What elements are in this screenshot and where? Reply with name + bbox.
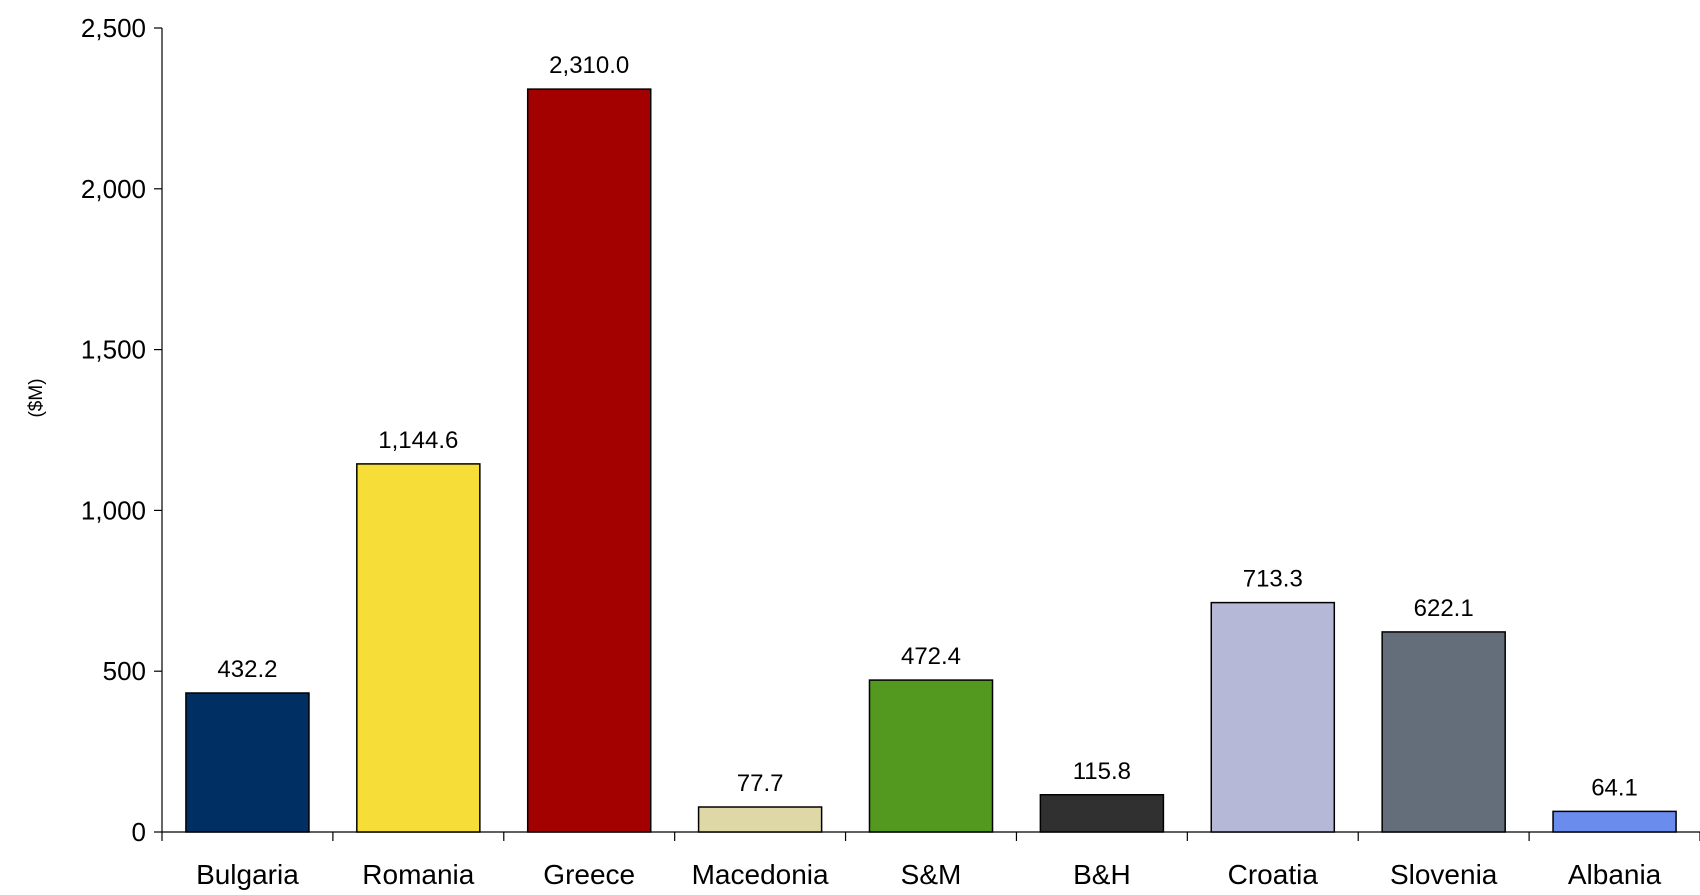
bar <box>1552 810 1677 833</box>
data-label: 472.4 <box>901 643 961 670</box>
data-label: 432.2 <box>217 656 277 683</box>
labels: 432.2 Bulgaria 1,144.6 Romania 2,310.0 Greece… <box>196 52 1662 890</box>
category-label: Macedonia <box>692 859 829 890</box>
y-tick-label: 2,500 <box>81 13 146 43</box>
bar <box>1381 631 1506 833</box>
data-label: 1,144.6 <box>378 427 458 454</box>
bar <box>356 463 481 833</box>
bar <box>868 679 994 833</box>
data-label: 713.3 <box>1243 566 1303 593</box>
data-label: 77.7 <box>737 770 784 797</box>
bar <box>185 692 310 833</box>
y-tick-label: 1,500 <box>81 335 146 365</box>
y-axis-title: ($M) <box>26 378 47 417</box>
y-tick-label: 500 <box>103 656 146 686</box>
category-label: Bulgaria <box>196 859 299 890</box>
data-label: 2,310.0 <box>549 52 629 79</box>
data-label: 622.1 <box>1414 595 1474 622</box>
bar <box>1039 794 1165 833</box>
category-label: B&H <box>1073 859 1131 890</box>
category-label: Albania <box>1568 859 1662 890</box>
bars <box>185 88 1677 833</box>
category-label: S&M <box>901 859 962 890</box>
data-label: 115.8 <box>1073 758 1131 785</box>
bar <box>1210 601 1336 833</box>
category-label: Slovenia <box>1390 859 1498 890</box>
data-label: 64.1 <box>1591 774 1638 801</box>
category-label: Greece <box>543 859 635 890</box>
y-tick-label: 0 <box>132 817 146 847</box>
bar <box>697 806 823 833</box>
category-label: Romania <box>362 859 474 890</box>
bar <box>526 88 652 833</box>
category-label: Croatia <box>1228 859 1319 890</box>
y-tick-label: 2,000 <box>81 174 146 204</box>
y-tick-label: 1,000 <box>81 495 146 525</box>
